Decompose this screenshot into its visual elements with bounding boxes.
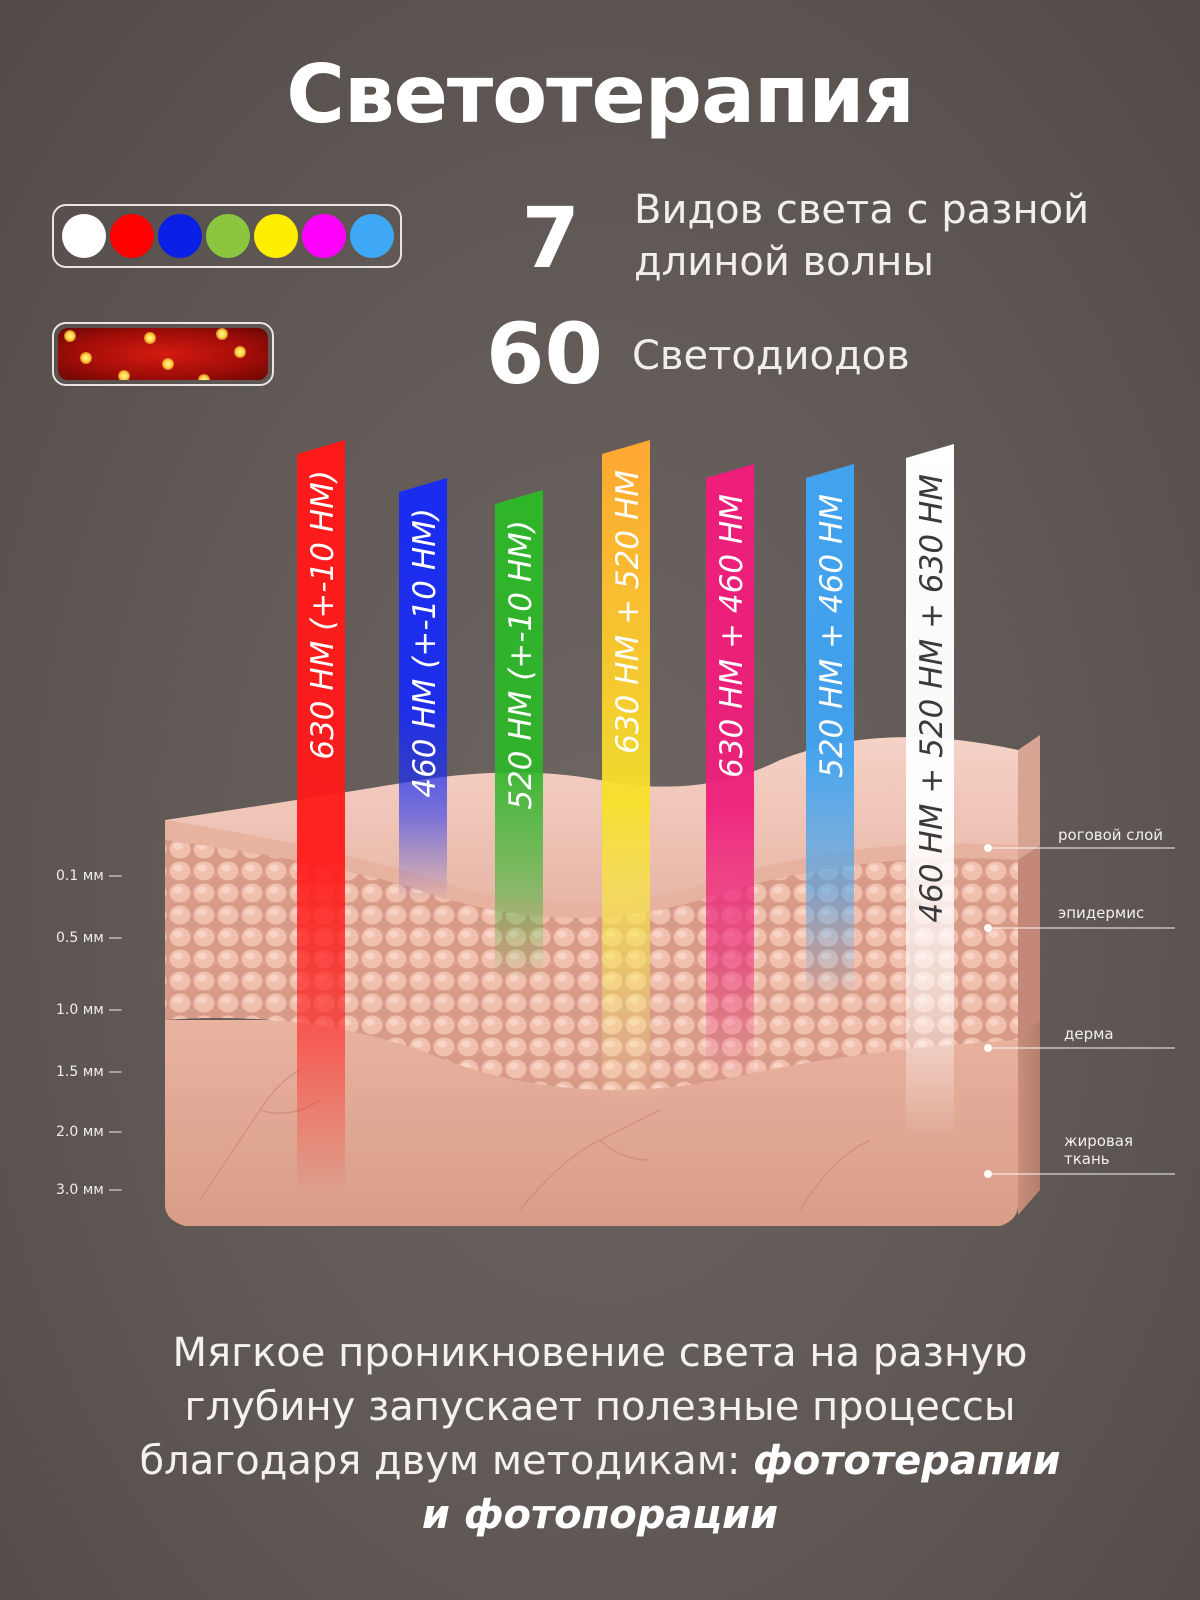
depth-label-3-0: 3.0 мм — [56, 1182, 123, 1198]
stat-text-leds: Светодиодов [632, 333, 910, 379]
page-title: Светотерапия [286, 48, 915, 141]
bottom-line1: Мягкое проникновение света на разную [172, 1330, 1028, 1376]
light-beam-label-2: 460 НМ (+-10 НМ) [407, 508, 443, 798]
bottom-line2: глубину запускает полезные процессы [184, 1384, 1016, 1430]
light-beam-bar-6 [806, 464, 854, 1000]
depth-label-0-1: 0.1 мм — [56, 868, 123, 884]
green-dot [206, 214, 250, 258]
layer-label-stratum-corneum: роговой слой [1058, 826, 1164, 844]
bottom-line3: благодаря двум методикам: фототерапии [0, 1434, 1200, 1488]
yellow-dot [254, 214, 298, 258]
light-beam-7: 460 НМ + 520 НМ + 630 НМ [906, 444, 954, 1140]
light-beam-bar-3 [495, 490, 543, 980]
stat-text-line2: длиной волны [634, 239, 934, 285]
layer-label-dermis: дерма [1064, 1025, 1114, 1043]
color-dots-badge [52, 204, 402, 268]
layer-label-fat-tissue: жировая ткань [1064, 1132, 1133, 1168]
light-beam-label-5: 630 НМ + 460 НМ [714, 494, 750, 778]
led-panel-image [58, 328, 268, 380]
stat-text-line1: Видов света с разной [634, 187, 1090, 233]
magenta-dot [302, 214, 346, 258]
light-beam-bar-5 [706, 464, 754, 1080]
light-beam-label-6: 520 НМ + 460 НМ [814, 494, 850, 778]
bottom-description: Мягкое проникновение света на разную глу… [0, 1326, 1200, 1542]
lightblue-dot [350, 214, 394, 258]
white-dot [62, 214, 106, 258]
light-beam-bar-4 [602, 440, 650, 1100]
light-beam-4: 630 НМ + 520 НМ [602, 440, 650, 1100]
depth-label-1-0: 1.0 мм — [56, 1002, 123, 1018]
light-beam-bar-2 [399, 478, 447, 900]
light-beam-2: 460 НМ (+-10 НМ) [399, 478, 447, 900]
light-beam-3: 520 НМ (+-10 НМ) [495, 490, 543, 980]
depth-label-0-5: 0.5 мм — [56, 930, 123, 946]
light-beam-label-4: 630 НМ + 520 НМ [610, 470, 646, 754]
stat-number-light-types: 7 [521, 189, 580, 287]
bottom-emphasis-photoporation: и фотопорации [421, 1492, 779, 1538]
light-beam-label-1: 630 НМ (+-10 НМ) [305, 470, 341, 760]
light-beam-bar-1 [297, 440, 345, 1195]
light-beam-bar-7 [906, 444, 954, 1140]
light-beam-label-3: 520 НМ (+-10 НМ) [503, 520, 539, 810]
light-beam-5: 630 НМ + 460 НМ [706, 464, 754, 1080]
light-beam-1: 630 НМ (+-10 НМ) [297, 440, 345, 1195]
depth-label-2-0: 2.0 мм — [56, 1124, 123, 1140]
layer-label-fat-line1: жировая [1064, 1132, 1134, 1150]
skin-cross-section-illustration: 630 НМ (+-10 НМ) 460 НМ (+-10 НМ) 520 НМ (… [165, 440, 1040, 1226]
layer-label-fat-line2: ткань [1064, 1150, 1110, 1168]
bottom-emphasis-phototherapy: фототерапии [753, 1438, 1061, 1484]
depth-label-1-5: 1.5 мм — [56, 1064, 123, 1080]
led-panel-badge [52, 322, 274, 386]
layer-label-epidermis: эпидермис [1058, 904, 1145, 922]
light-beam-label-7: 460 НМ + 520 НМ + 630 НМ [914, 474, 950, 923]
stat-number-leds: 60 [486, 305, 603, 403]
blue-dot [158, 214, 202, 258]
stat-text-light-types: Видов света с разной длиной волны [634, 184, 1089, 288]
red-dot [110, 214, 154, 258]
light-beam-6: 520 НМ + 460 НМ [806, 464, 854, 1000]
bottom-line3-prefix: благодаря двум методикам: [139, 1438, 754, 1484]
